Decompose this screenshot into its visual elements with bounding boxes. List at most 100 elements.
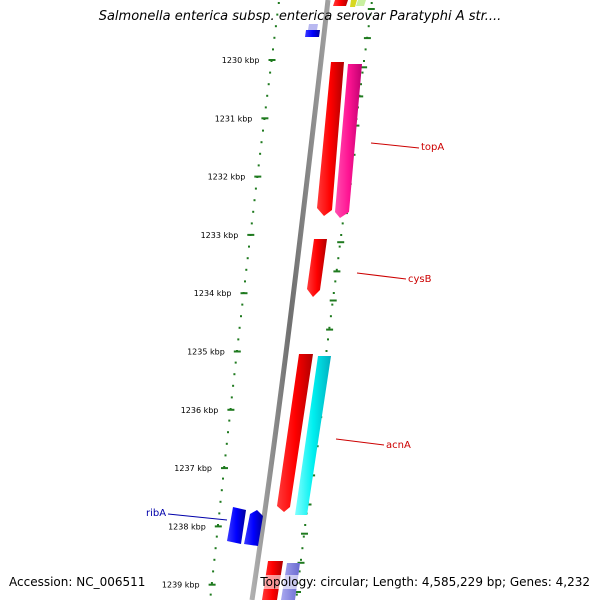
right-track-minor-tick — [337, 257, 340, 260]
right-track-minor-tick — [331, 303, 334, 306]
gene-feature-topA-pink — [335, 64, 362, 218]
genome-title: Salmonella enterica subsp. enterica sero… — [98, 9, 502, 24]
left-track-minor-tick — [227, 431, 229, 434]
acnA-leader-line — [335, 438, 385, 446]
scale-label-1230: 1230 kbp — [222, 56, 260, 65]
left-track-minor-tick — [209, 593, 212, 596]
left-track-minor-tick — [224, 454, 227, 457]
scale-label-1237: 1237 kbp — [174, 464, 212, 473]
left-track-minor-tick — [212, 570, 215, 573]
gene-feature-cysB — [307, 239, 327, 297]
left-track-minor-tick — [253, 199, 256, 202]
gene-label-ribA: ribA — [146, 508, 166, 519]
right-track-minor-tick — [304, 524, 307, 526]
left-track-minor-tick — [267, 83, 270, 86]
scale-label-1239: 1239 kbp — [162, 581, 200, 590]
gene-labels: topA cysB acnA ribA — [146, 142, 444, 519]
gene-feature-ribA-1 — [227, 507, 246, 544]
gene-label-lines — [167, 142, 420, 521]
right-track-minor-tick — [298, 570, 301, 573]
left-track-minor-tick — [233, 373, 236, 376]
genome-backbone — [249, 0, 331, 600]
left-track-minor-tick — [219, 500, 222, 503]
left-track-minor-tick — [257, 164, 260, 167]
right-track-minor-tick — [300, 558, 302, 561]
gene-feature-acnA-cyan — [295, 356, 331, 515]
left-track-minor-tick — [248, 245, 250, 248]
scale-label-1235: 1235 kbp — [187, 348, 225, 357]
reverse-gene-features — [227, 24, 320, 546]
left-track-minor-tick — [260, 141, 263, 144]
right-track-minor-tick — [334, 280, 337, 283]
gene-feature-ribA-2 — [244, 510, 263, 546]
left-track-minor-tick — [234, 361, 237, 364]
left-track-minor-tick — [210, 582, 213, 584]
left-track-minor-tick — [262, 129, 264, 132]
right-track-minor-tick — [338, 245, 341, 248]
right-track-minor-tick — [327, 338, 329, 341]
topA-leader-line — [370, 142, 420, 149]
right-track-minor-tick — [360, 83, 362, 86]
right-track-minor-tick — [335, 268, 338, 271]
right-track-minor-tick — [328, 326, 331, 329]
topology-summary: Topology: circular; Length: 4,585,229 bp… — [260, 575, 590, 589]
accession-label: Accession: NC_006511 — [9, 575, 146, 589]
right-track-minor-tick — [341, 222, 344, 225]
gene-feature-top-blue — [305, 30, 320, 37]
left-track-minor-tick — [240, 315, 242, 318]
right-track-minor-tick — [363, 60, 365, 62]
left-track-minor-tick — [250, 222, 253, 225]
right-track-minor-tick — [367, 25, 370, 28]
left-track-minor-tick — [230, 396, 233, 399]
left-track-minor-tick — [252, 210, 255, 213]
gene-feature-top-green — [356, 0, 366, 6]
scale-label-1238: 1238 kbp — [168, 522, 206, 531]
left-track-minor-tick — [244, 280, 246, 283]
left-track-minor-tick — [269, 71, 272, 74]
right-track-minor-tick — [340, 234, 343, 236]
cysB-leader-line — [356, 272, 407, 280]
scale-label-1233: 1233 kbp — [201, 231, 239, 240]
left-track-minor-tick — [223, 466, 226, 468]
left-track-minor-tick — [225, 442, 228, 445]
left-tick-track — [208, 2, 280, 596]
right-track-minor-tick — [361, 71, 364, 74]
left-track-minor-tick — [254, 187, 257, 190]
gene-feature-acnA-red — [277, 354, 313, 512]
right-track-minor-tick — [329, 315, 332, 318]
gene-feature-top-yellow — [350, 0, 357, 7]
left-track-minor-tick — [241, 303, 244, 306]
left-track-minor-tick — [277, 2, 280, 4]
left-track-minor-tick — [220, 489, 223, 492]
left-track-minor-tick — [237, 338, 240, 341]
left-track-minor-tick — [246, 257, 249, 260]
scale-labels: 1230 kbp 1231 kbp 1232 kbp 1233 kbp 1234 kbp… — [162, 56, 260, 590]
left-track-minor-tick — [273, 36, 276, 39]
scale-label-1231: 1231 kbp — [215, 114, 253, 123]
left-track-minor-tick — [274, 25, 277, 28]
scale-label-1236: 1236 kbp — [181, 406, 219, 415]
left-track-minor-tick — [218, 512, 221, 515]
gene-features — [262, 0, 366, 600]
left-track-minor-tick — [232, 384, 235, 387]
right-track-minor-tick — [364, 48, 367, 51]
scale-label-1232: 1232 kbp — [208, 173, 246, 182]
left-track-minor-tick — [213, 558, 216, 561]
left-track-minor-tick — [259, 152, 262, 155]
gene-feature-topA-red — [317, 62, 344, 216]
gene-label-cysB: cysB — [408, 274, 432, 285]
right-track-minor-tick — [332, 292, 335, 294]
left-track-minor-tick — [272, 48, 274, 51]
right-track-minor-tick — [302, 535, 305, 538]
right-track-minor-tick — [301, 547, 304, 550]
left-track-minor-tick — [217, 524, 219, 526]
right-track-minor-tick — [369, 13, 372, 16]
gene-label-topA: topA — [421, 142, 444, 153]
scale-label-1234: 1234 kbp — [194, 289, 232, 298]
left-track-minor-tick — [214, 547, 217, 550]
gene-feature-top-red — [333, 0, 348, 6]
ribA-leader-line — [167, 513, 228, 521]
left-track-minor-tick — [276, 13, 279, 16]
gene-feature-top-lavender — [308, 24, 318, 30]
